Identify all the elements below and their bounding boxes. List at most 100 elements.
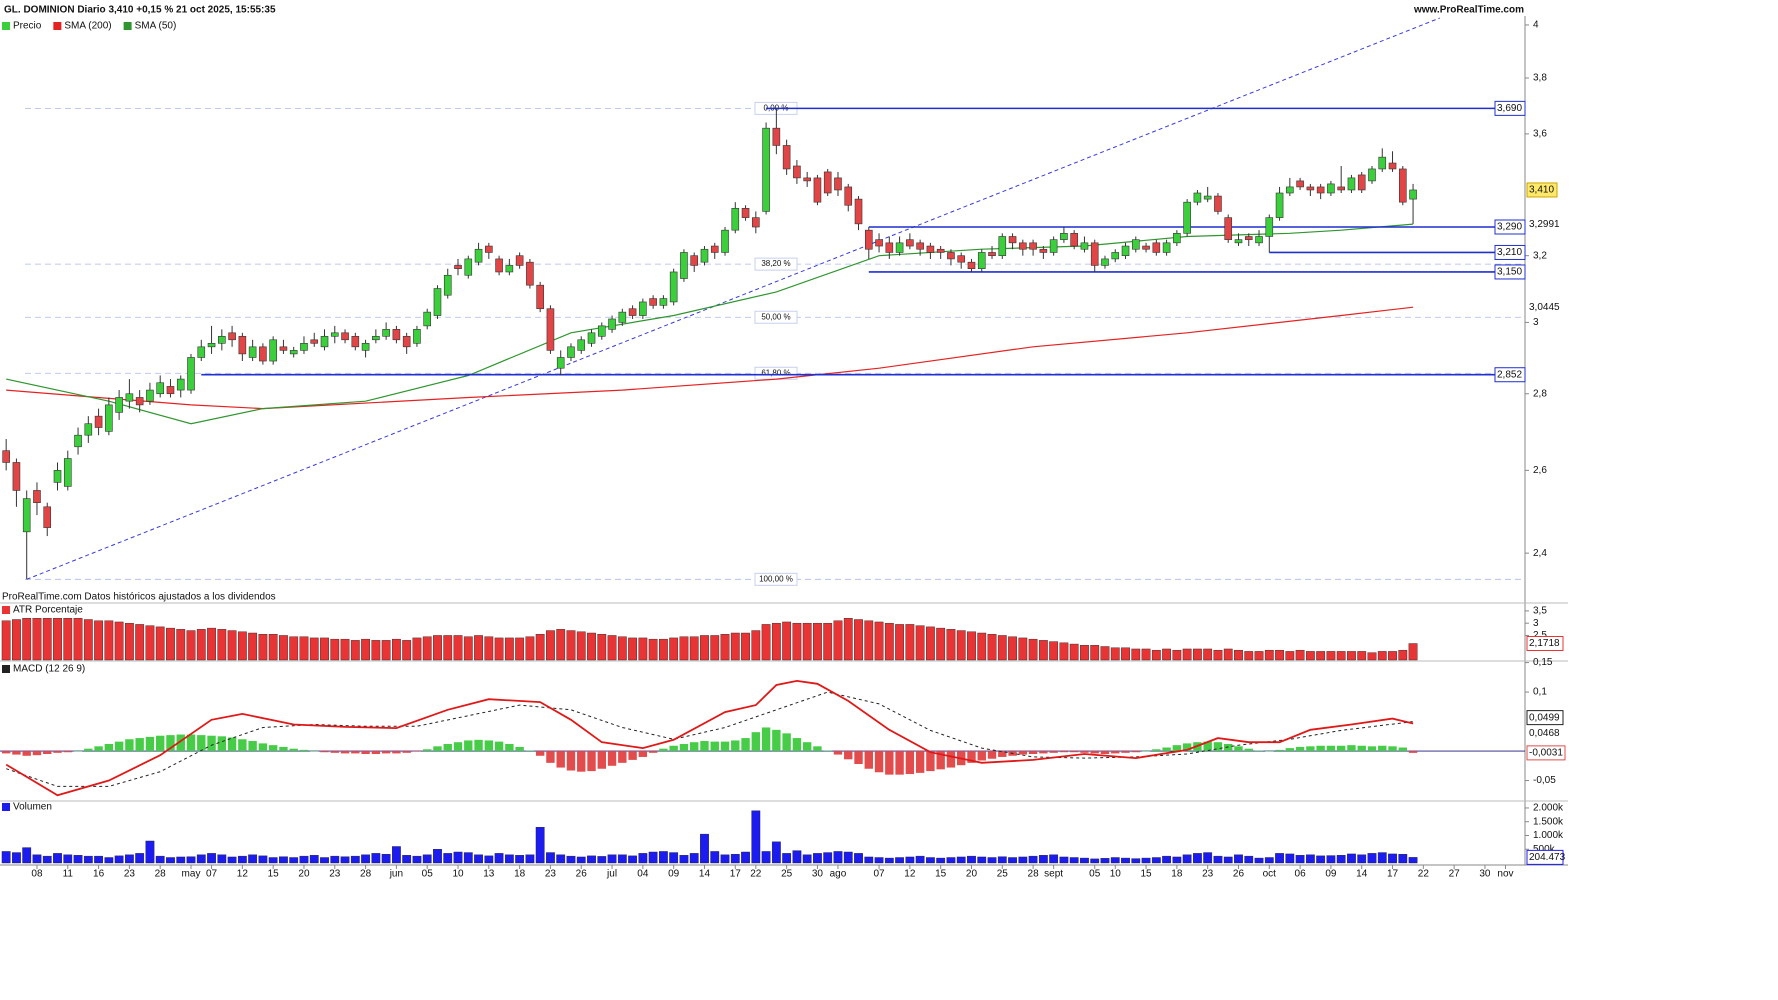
candle-body bbox=[597, 325, 606, 337]
candle-body bbox=[895, 242, 904, 253]
bar bbox=[751, 810, 761, 864]
bar bbox=[617, 854, 627, 864]
y-tick-label: 2.000k bbox=[1533, 803, 1564, 814]
bar bbox=[1408, 857, 1418, 864]
candle-body bbox=[22, 498, 31, 533]
bar bbox=[1398, 853, 1408, 864]
y-tick-label: 0,15 bbox=[1533, 657, 1553, 668]
y-tick-label: 3,2 bbox=[1533, 250, 1547, 261]
x-tick-label: 09 bbox=[1325, 869, 1337, 880]
candle-body bbox=[341, 332, 349, 341]
histogram-bar bbox=[525, 750, 535, 752]
candle-body bbox=[813, 177, 822, 203]
bar bbox=[494, 853, 504, 864]
bar bbox=[597, 634, 607, 661]
bar bbox=[515, 637, 525, 661]
bar bbox=[1162, 855, 1171, 864]
candle-body bbox=[197, 346, 206, 358]
histogram-bar bbox=[885, 751, 894, 775]
bar bbox=[350, 640, 360, 661]
bar bbox=[1305, 651, 1315, 661]
bar bbox=[843, 851, 853, 864]
bar bbox=[813, 853, 822, 864]
bar bbox=[453, 851, 463, 864]
candle-body bbox=[1111, 252, 1120, 260]
footnote: ProRealTime.com Datos históricos ajustad… bbox=[2, 592, 276, 603]
candle-body bbox=[526, 261, 534, 286]
x-tick-label: 28 bbox=[155, 869, 167, 880]
candle-body bbox=[207, 343, 216, 348]
histogram-bar bbox=[720, 741, 730, 752]
bar bbox=[546, 630, 555, 661]
histogram-bar bbox=[1408, 751, 1418, 753]
bar bbox=[361, 638, 370, 661]
bar bbox=[1069, 857, 1079, 864]
bar bbox=[864, 620, 874, 661]
bar bbox=[135, 624, 145, 661]
bar bbox=[956, 630, 966, 661]
level-label-box bbox=[1494, 264, 1526, 280]
candle-body bbox=[649, 298, 657, 306]
bar bbox=[176, 629, 186, 661]
x-tick-label: 17 bbox=[1387, 869, 1399, 880]
histogram-bar bbox=[186, 734, 196, 752]
bar bbox=[700, 833, 709, 864]
last-value-label: 204.473 bbox=[1529, 852, 1566, 863]
histogram-bar bbox=[967, 751, 976, 763]
bar bbox=[350, 855, 360, 864]
bar bbox=[1223, 648, 1233, 661]
histogram-bar bbox=[864, 751, 873, 769]
bar bbox=[1121, 857, 1130, 864]
bar bbox=[761, 624, 771, 661]
level-label-box bbox=[1494, 219, 1526, 235]
bar bbox=[587, 855, 596, 864]
bar bbox=[135, 853, 145, 864]
bar bbox=[474, 854, 483, 864]
bar bbox=[1377, 852, 1387, 864]
bar bbox=[669, 852, 679, 864]
legend-label: MACD (12 26 9) bbox=[13, 664, 85, 675]
x-tick-label: 23 bbox=[329, 869, 341, 880]
candle-body bbox=[166, 386, 175, 395]
candle-body bbox=[2, 450, 10, 463]
bar bbox=[1264, 649, 1274, 661]
bar bbox=[1008, 636, 1017, 661]
candle-body bbox=[1131, 239, 1140, 250]
bar bbox=[1059, 642, 1069, 661]
website: www.ProRealTime.com bbox=[1413, 5, 1524, 16]
bar bbox=[63, 618, 73, 661]
bar bbox=[268, 857, 278, 864]
histogram-bar bbox=[946, 751, 956, 768]
bar bbox=[289, 636, 299, 661]
bar bbox=[1388, 651, 1397, 661]
candle-body bbox=[330, 332, 339, 337]
candle-body bbox=[721, 229, 729, 253]
bar bbox=[1357, 854, 1367, 864]
candle-body bbox=[423, 311, 432, 327]
histogram-bar bbox=[1131, 751, 1140, 753]
legend-label: SMA (50) bbox=[135, 21, 177, 32]
candle-body bbox=[1296, 180, 1304, 188]
candle-body bbox=[556, 357, 565, 369]
bar bbox=[1193, 853, 1202, 864]
histogram-bar bbox=[299, 749, 309, 752]
x-tick-label: 07 bbox=[873, 869, 885, 880]
bar bbox=[1305, 854, 1315, 864]
histogram-bar bbox=[597, 751, 606, 769]
candle-body bbox=[1203, 195, 1212, 200]
bar bbox=[422, 854, 432, 864]
histogram-bar bbox=[1080, 751, 1089, 753]
candle-body bbox=[1255, 236, 1263, 244]
x-tick-label: ago bbox=[830, 869, 847, 880]
candle-body bbox=[988, 252, 996, 256]
bar bbox=[1223, 856, 1233, 864]
x-tick-label: 07 bbox=[206, 869, 218, 880]
bar bbox=[915, 855, 925, 864]
bar bbox=[782, 621, 792, 661]
histogram-bar bbox=[1316, 745, 1325, 752]
candle-body bbox=[1398, 168, 1407, 203]
bar bbox=[689, 636, 699, 661]
bar bbox=[638, 637, 648, 661]
candle-body bbox=[125, 393, 134, 402]
